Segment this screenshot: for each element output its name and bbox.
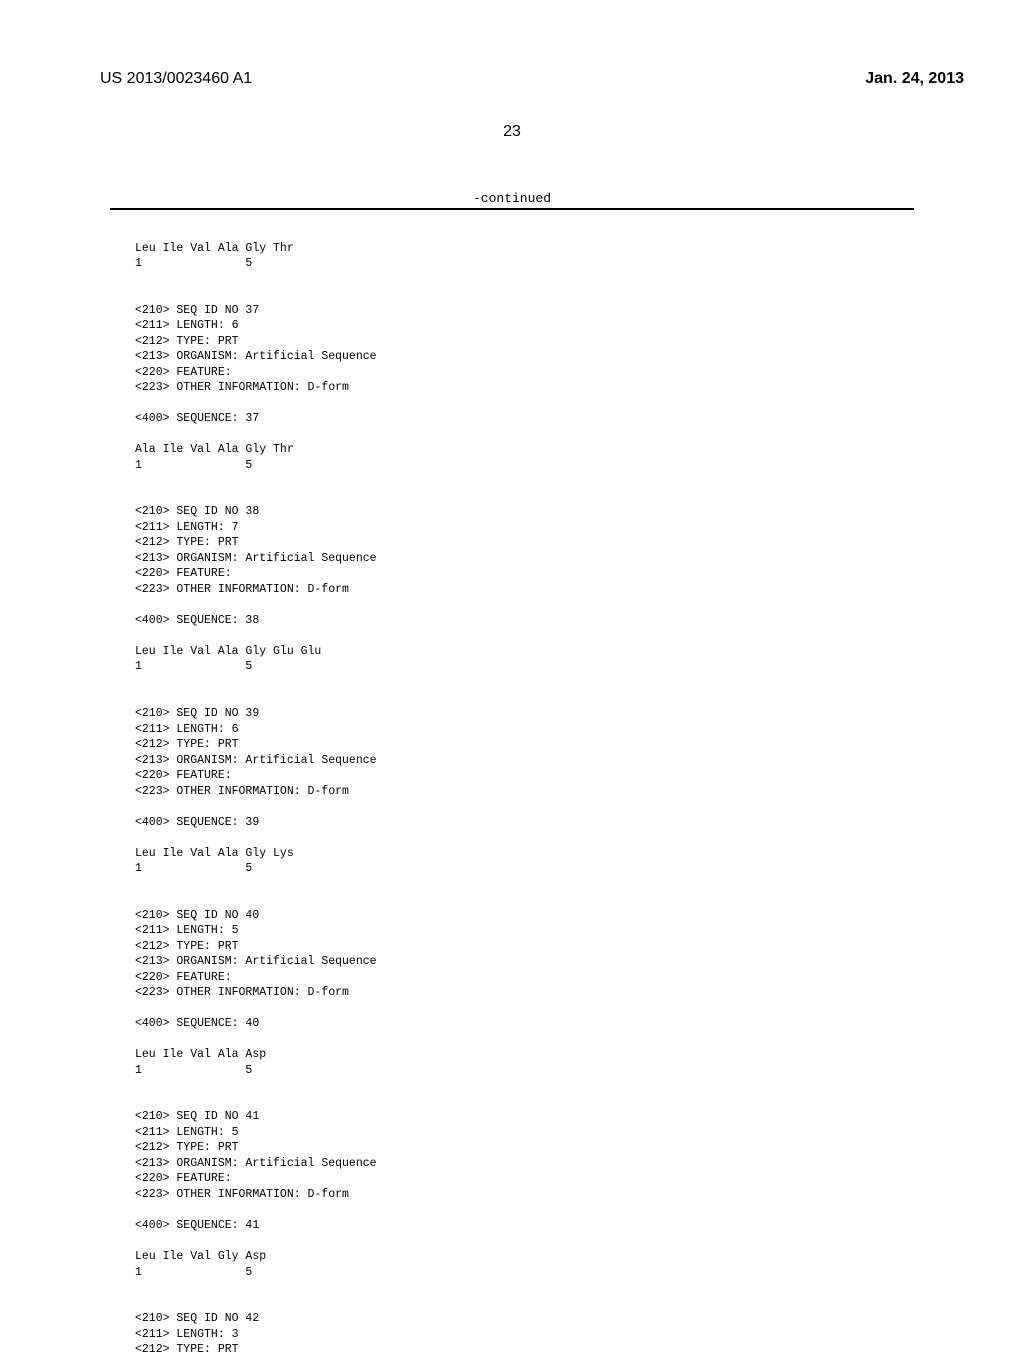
continued-label: -continued — [0, 191, 1024, 206]
sequence-listing: Leu Ile Val Ala Gly Thr 1 5 <210> SEQ ID… — [0, 210, 1024, 1358]
publication-date: Jan. 24, 2013 — [865, 70, 964, 88]
page-header: US 2013/0023460 A1 Jan. 24, 2013 — [0, 0, 1024, 88]
patent-number: US 2013/0023460 A1 — [100, 70, 252, 88]
page-number: 23 — [0, 123, 1024, 141]
